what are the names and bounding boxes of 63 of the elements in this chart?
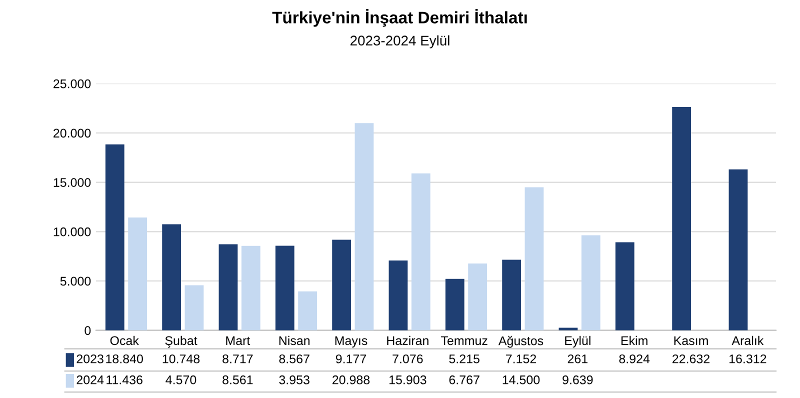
bar [502,260,521,330]
bar [218,244,238,330]
legend-label: 2024 [76,375,104,384]
x-tick-label: Nisan [279,336,310,346]
data-label: 261 [568,354,588,364]
data-label: 8.717 [222,354,253,364]
x-tick-label: Mart [226,336,250,346]
data-label: 9.639 [562,375,593,384]
bar [354,123,374,330]
y-tick-label: 25.000 [54,79,91,88]
x-tick-label: Şubat [165,336,198,348]
bar [728,169,748,330]
x-tick-label: Haziran [387,336,428,346]
x-tick-label: Eylül [565,336,590,348]
data-label: 14.500 [502,375,540,384]
y-tick-label: 20.000 [54,128,91,138]
bar [411,173,430,330]
bar [524,187,544,330]
x-tick-label: Aralık [732,336,764,346]
data-label: 22.632 [672,354,710,364]
bar [275,246,294,330]
data-label: 7.076 [392,354,423,364]
bar [468,264,487,330]
bar [581,235,600,330]
bar [615,242,634,330]
x-tick-label: Temmuz [441,336,488,346]
x-tick-label: Ekim [621,336,648,345]
data-label: 8.561 [222,375,253,384]
data-label: 6.767 [449,375,480,384]
chart-subtitle: 2023-2024 Eylül [350,35,450,48]
data-label: 10.748 [162,354,200,364]
bar [388,260,408,330]
bar [332,240,351,330]
chart-title: Türkiye'nin İnşaat Demiri İthalatı [272,9,527,27]
data-label: 8.567 [279,354,310,364]
data-label: 8.924 [619,354,650,364]
data-label: 15.903 [390,375,426,384]
bar [241,246,260,330]
bar [128,217,147,330]
legend-label: 2023 [76,354,104,364]
x-tick-label: Kasım [674,336,708,346]
x-tick-label: Mayıs [335,336,368,348]
data-label: 5.215 [449,354,480,364]
data-label: 11.436 [106,375,142,384]
data-label: 20.988 [332,375,370,384]
bar [184,285,204,330]
bar [445,278,464,330]
y-tick-label: 10.000 [54,227,91,236]
y-tick-label: 0 [84,326,91,335]
data-label: 18.840 [106,354,143,364]
data-label: 3.953 [279,375,310,384]
y-tick-label: 5.000 [60,276,91,286]
y-tick-label: 15.000 [54,178,91,187]
bar [105,144,124,330]
data-label: 9.177 [336,354,366,364]
bar [298,291,317,330]
data-label: 4.570 [166,375,196,384]
x-tick-label: Ocak [110,336,139,346]
bar [162,224,181,330]
data-label: 7.152 [506,354,536,364]
x-tick-label: Ağustos [498,336,544,348]
data-label: 16.312 [730,354,766,364]
bar [672,106,691,330]
